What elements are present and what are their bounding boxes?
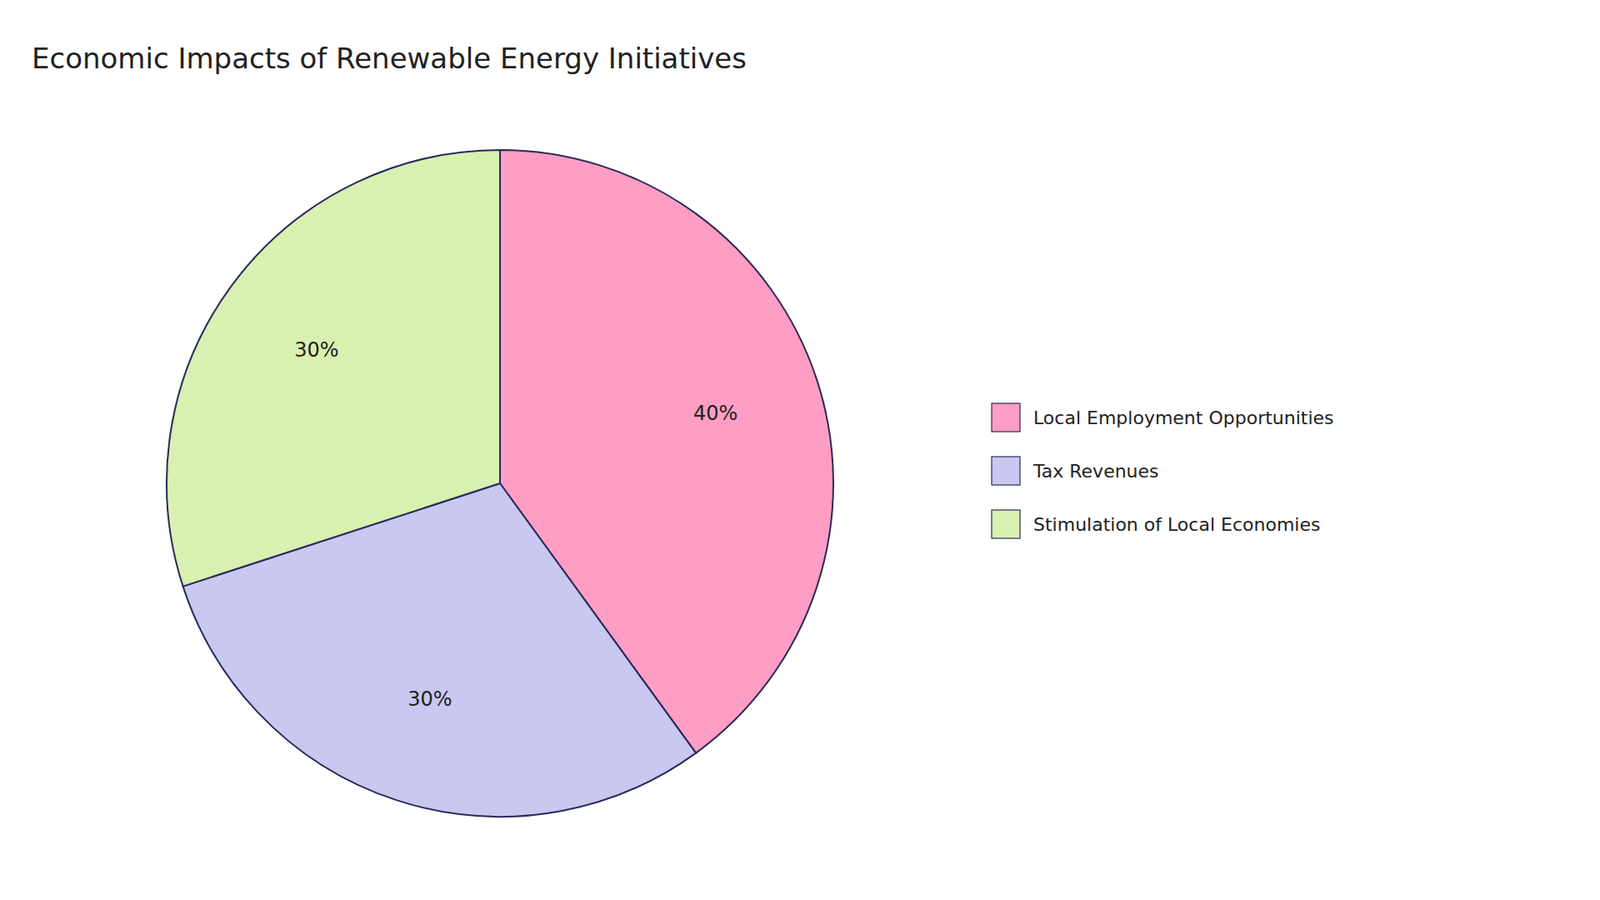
legend-swatch xyxy=(991,456,1020,485)
data-label: 40% xyxy=(693,401,738,425)
legend-swatch xyxy=(991,403,1020,432)
chart-container: Economic Impacts of Renewable Energy Ini… xyxy=(0,0,1600,900)
data-labels: 40% 30% 30% xyxy=(294,338,738,711)
chart-svg: Economic Impacts of Renewable Energy Ini… xyxy=(0,0,1600,900)
background xyxy=(0,0,1600,900)
legend-label: Local Employment Opportunities xyxy=(1033,407,1335,429)
title: Economic Impacts of Renewable Energy Ini… xyxy=(31,41,747,75)
pie-slice xyxy=(166,150,500,587)
legend-swatch xyxy=(991,510,1020,539)
legend-label: Tax Revenues xyxy=(1032,460,1160,482)
legend-label: Stimulation of Local Economies xyxy=(1033,514,1320,535)
data-label: 30% xyxy=(294,338,339,362)
data-label: 30% xyxy=(407,687,452,711)
legend: Local Employment Opportunities Tax Revenu… xyxy=(991,403,1335,539)
slices xyxy=(166,150,834,817)
